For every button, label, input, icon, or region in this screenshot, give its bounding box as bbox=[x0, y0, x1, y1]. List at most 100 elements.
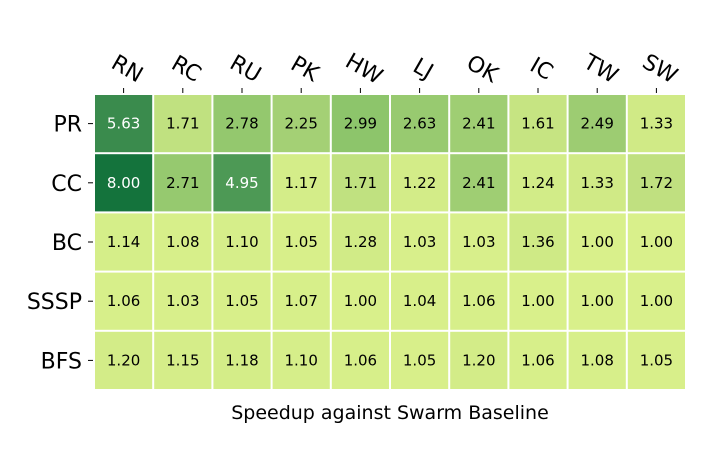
cell-value-label: 1.05 bbox=[403, 351, 436, 369]
cell-value-label: 1.28 bbox=[344, 233, 377, 251]
row-label-sssp: SSSP bbox=[27, 290, 82, 315]
cell-value-label: 1.36 bbox=[521, 233, 554, 251]
column-label-lj: LJ bbox=[408, 54, 437, 85]
cell-value-label: 2.63 bbox=[403, 115, 436, 133]
heatmap-cell-bfs-lj bbox=[391, 331, 449, 389]
heatmap-cell-bc-ru bbox=[213, 213, 271, 271]
heatmap-cell-cc-sw bbox=[627, 154, 685, 212]
heatmap-cell-bfs-pk bbox=[272, 331, 330, 389]
heatmap-cell-pr-tw bbox=[568, 95, 626, 153]
row-label-bc: BC bbox=[52, 231, 82, 256]
cell-value-label: 1.18 bbox=[225, 351, 258, 369]
cell-value-label: 1.71 bbox=[344, 174, 377, 192]
heatmap-cell-bc-pk bbox=[272, 213, 330, 271]
heatmap-cell-sssp-lj bbox=[391, 272, 449, 330]
cell-value-label: 1.06 bbox=[344, 351, 377, 369]
heatmap-cell-cc-lj bbox=[391, 154, 449, 212]
heatmap-cell-cc-pk bbox=[272, 154, 330, 212]
heatmap-cell-sssp-hw bbox=[331, 272, 389, 330]
heatmap-cell-sssp-rc bbox=[154, 272, 212, 330]
row-label-bfs: BFS bbox=[41, 349, 82, 374]
heatmap-cell-cc-ok bbox=[450, 154, 508, 212]
cell-value-label: 1.03 bbox=[403, 233, 436, 251]
heatmap-cell-bfs-tw bbox=[568, 331, 626, 389]
cell-value-label: 1.71 bbox=[166, 115, 199, 133]
cell-value-label: 1.08 bbox=[166, 233, 199, 251]
heatmap-cell-cc-ic bbox=[509, 154, 567, 212]
cell-value-label: 1.06 bbox=[521, 351, 554, 369]
heatmap-cell-sssp-tw bbox=[568, 272, 626, 330]
heatmap-cell-pr-ok bbox=[450, 95, 508, 153]
cell-value-label: 1.07 bbox=[284, 292, 317, 310]
cell-value-label: 1.33 bbox=[640, 115, 673, 133]
cell-value-label: 2.49 bbox=[580, 115, 613, 133]
heatmap-cell-sssp-ru bbox=[213, 272, 271, 330]
heatmap-cell-bc-lj bbox=[391, 213, 449, 271]
cell-value-label: 1.05 bbox=[284, 233, 317, 251]
heatmap-cell-pr-hw bbox=[331, 95, 389, 153]
cell-value-label: 1.08 bbox=[580, 351, 613, 369]
cell-value-label: 2.78 bbox=[225, 115, 258, 133]
cell-value-label: 1.05 bbox=[640, 351, 673, 369]
heatmap-cell-cc-rn bbox=[95, 154, 153, 212]
heatmap-cell-sssp-ok bbox=[450, 272, 508, 330]
heatmap-cell-bc-rn bbox=[95, 213, 153, 271]
heatmap-cell-bfs-rn bbox=[95, 331, 153, 389]
heatmap-cell-sssp-rn bbox=[95, 272, 153, 330]
column-label-tw: TW bbox=[578, 49, 622, 89]
row-labels: PR CC BC SSSP BFS bbox=[27, 113, 93, 374]
cell-value-label: 1.03 bbox=[462, 233, 495, 251]
cell-value-label: 1.24 bbox=[521, 174, 554, 192]
column-label-pk: PK bbox=[286, 52, 323, 88]
cell-value-label: 1.10 bbox=[284, 351, 317, 369]
heatmap-cell-pr-rc bbox=[154, 95, 212, 153]
cell-value-label: 1.20 bbox=[107, 351, 140, 369]
cell-value-label: 1.20 bbox=[462, 351, 495, 369]
heatmap-cell-bc-ic bbox=[509, 213, 567, 271]
heatmap-cell-bfs-ic bbox=[509, 331, 567, 389]
cell-value-label: 2.25 bbox=[284, 115, 317, 133]
heatmap-cell-cc-ru bbox=[213, 154, 271, 212]
heatmap-cell-pr-ic bbox=[509, 95, 567, 153]
cell-value-label: 4.95 bbox=[225, 174, 258, 192]
cell-value-label: 1.06 bbox=[462, 292, 495, 310]
heatmap-cell-pr-pk bbox=[272, 95, 330, 153]
heatmap-cell-bc-ok bbox=[450, 213, 508, 271]
cell-value-label: 1.05 bbox=[225, 292, 258, 310]
cell-value-label: 1.04 bbox=[403, 292, 436, 310]
heatmap-cell-sssp-sw bbox=[627, 272, 685, 330]
cell-value-label: 1.00 bbox=[521, 292, 554, 310]
heatmap-cell-bfs-hw bbox=[331, 331, 389, 389]
column-label-ok: OK bbox=[462, 51, 502, 89]
heatmap-cell-bfs-rc bbox=[154, 331, 212, 389]
cell-value-label: 1.17 bbox=[284, 174, 317, 192]
heatmap-cell-cc-hw bbox=[331, 154, 389, 212]
x-axis-label: Speedup against Swarm Baseline bbox=[231, 402, 549, 424]
cell-value-label: 1.00 bbox=[344, 292, 377, 310]
column-label-sw: SW bbox=[638, 50, 682, 90]
cell-value-label: 1.14 bbox=[107, 233, 140, 251]
heatmap-cell-cc-tw bbox=[568, 154, 626, 212]
heatmap-cell-bfs-ok bbox=[450, 331, 508, 389]
row-label-cc: CC bbox=[51, 172, 82, 197]
column-labels: RN RC RU PK HW LJ OK IC TW SW bbox=[107, 49, 682, 93]
cell-value-label: 1.61 bbox=[521, 115, 554, 133]
heatmap-cell-pr-sw bbox=[627, 95, 685, 153]
cell-value-label: 2.41 bbox=[462, 115, 495, 133]
cell-value-label: 2.99 bbox=[344, 115, 377, 133]
heatmap-cell-bfs-ru bbox=[213, 331, 271, 389]
column-label-rc: RC bbox=[167, 51, 205, 87]
heatmap-cell-bc-tw bbox=[568, 213, 626, 271]
cell-value-label: 1.00 bbox=[640, 292, 673, 310]
heatmap-cell-bc-rc bbox=[154, 213, 212, 271]
column-label-rn: RN bbox=[107, 51, 147, 89]
row-label-pr: PR bbox=[53, 113, 82, 138]
heatmap-cells: 5.63 1.71 2.78 2.25 2.99 2.63 2.41 1.61 2.49 1.33… bbox=[95, 95, 685, 389]
cell-value-label: 1.22 bbox=[403, 174, 436, 192]
heatmap-cell-bc-sw bbox=[627, 213, 685, 271]
cell-value-label: 5.63 bbox=[107, 115, 140, 133]
heatmap-cell-pr-rn bbox=[95, 95, 153, 153]
column-label-ic: IC bbox=[526, 53, 557, 86]
column-label-hw: HW bbox=[341, 49, 387, 90]
